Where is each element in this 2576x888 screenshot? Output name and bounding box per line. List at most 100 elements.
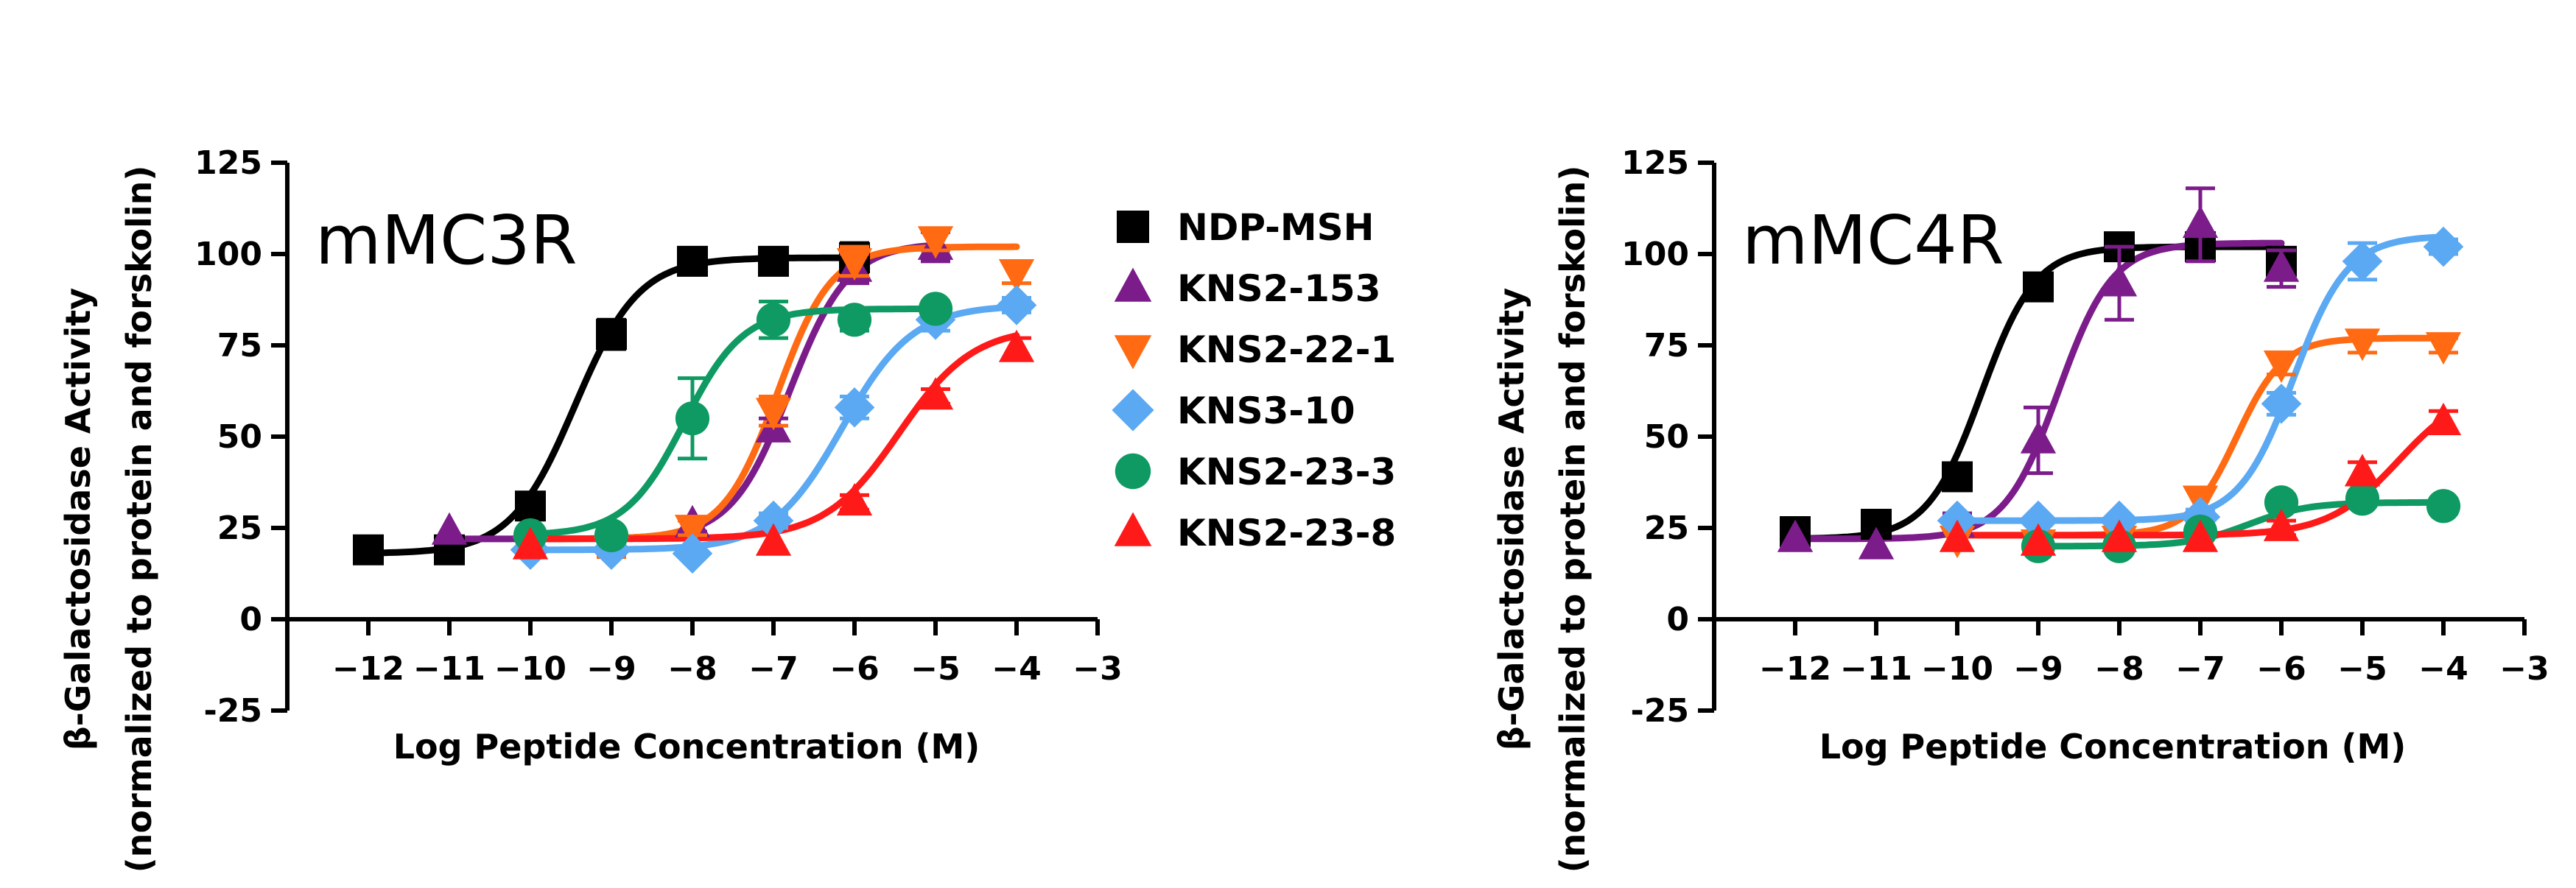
legend-symbol bbox=[1114, 512, 1152, 546]
panel-title: mMC3R bbox=[315, 201, 578, 280]
data-point bbox=[2020, 523, 2057, 556]
data-point bbox=[2344, 328, 2381, 362]
x-tick-label: −3 bbox=[2499, 650, 2549, 688]
data-point bbox=[2261, 384, 2302, 424]
x-tick-label: −9 bbox=[2013, 650, 2063, 688]
legend-item: NDP-MSH bbox=[1117, 206, 1374, 249]
data-points bbox=[1777, 186, 2464, 563]
x-tick-label: −6 bbox=[829, 650, 879, 688]
y-tick-label: 125 bbox=[194, 144, 262, 182]
legend-marker bbox=[1117, 211, 1149, 243]
legend-marker bbox=[1115, 453, 1151, 490]
panel-title: mMC4R bbox=[1742, 201, 2004, 280]
x-tick-label: −5 bbox=[2337, 650, 2387, 688]
y-tick-label: 75 bbox=[217, 327, 262, 364]
y-tick-label: 100 bbox=[194, 236, 262, 273]
y-tick-label: 0 bbox=[239, 601, 262, 638]
legend-label: NDP-MSH bbox=[1177, 206, 1374, 249]
data-point bbox=[917, 226, 954, 259]
x-tick-label: −10 bbox=[1921, 650, 1993, 688]
x-tick-label: −6 bbox=[2256, 650, 2306, 688]
data-point bbox=[675, 401, 710, 436]
panel-mmc3r: mMC3R β-Galactosidase Activity (normaliz… bbox=[58, 144, 1123, 873]
x-tick-label: −12 bbox=[1759, 650, 1831, 688]
data-point bbox=[2182, 205, 2219, 239]
data-point bbox=[753, 500, 794, 541]
data-point bbox=[2345, 482, 2380, 516]
legend-symbol bbox=[1115, 453, 1151, 490]
data-point bbox=[2426, 489, 2461, 524]
legend-label: KNS2-23-8 bbox=[1177, 512, 1396, 554]
y-tick-label: 0 bbox=[1666, 601, 1689, 638]
y-tick-label: 50 bbox=[1644, 418, 1689, 456]
legend-marker bbox=[1112, 389, 1154, 431]
data-point bbox=[998, 329, 1035, 362]
legend-item: KNS2-23-3 bbox=[1115, 451, 1396, 493]
data-point bbox=[756, 303, 791, 337]
data-point bbox=[996, 285, 1037, 325]
y-axis-subtitle: (normalized to protein and forskolin) bbox=[119, 166, 159, 873]
x-tick-label: −10 bbox=[494, 650, 566, 688]
x-tick-label: −7 bbox=[748, 650, 798, 688]
y-axis-title-line1: β-Galactosidase Activity bbox=[1492, 288, 1531, 751]
data-point bbox=[2425, 402, 2462, 436]
legend: NDP-MSH KNS2-153 KNS2-22-1 KNS3-10 KNS2-… bbox=[1112, 206, 1396, 554]
y-axis-title-line2: (normalized to protein and forskolin) bbox=[1553, 166, 1593, 873]
legend-item: KNS2-23-8 bbox=[1114, 512, 1396, 554]
legend-label: KNS2-23-3 bbox=[1177, 451, 1396, 493]
legend-marker bbox=[1114, 512, 1152, 546]
data-point bbox=[998, 258, 1035, 292]
data-point bbox=[672, 533, 713, 574]
x-axis-title: Log Peptide Concentration (M) bbox=[393, 727, 980, 767]
axes: -25 0 25 50 75 100 125 −12 −11 −10 −9 −8 −7 −6 −5 −4 −3 bbox=[194, 144, 1123, 730]
data-point bbox=[2101, 519, 2138, 552]
data-point bbox=[2344, 454, 2381, 487]
x-tick-label: −4 bbox=[992, 650, 1041, 688]
x-tick-label: −11 bbox=[1840, 650, 1912, 688]
x-tick-label: −12 bbox=[332, 650, 404, 688]
legend-symbol bbox=[1114, 335, 1152, 370]
data-point bbox=[2264, 485, 2299, 520]
data-point bbox=[1858, 526, 1895, 560]
x-tick-label: −7 bbox=[2175, 650, 2225, 688]
panel-mmc4r: mMC4R β-Galactosidase Activity (normaliz… bbox=[1492, 144, 2549, 873]
legend-item: KNS2-153 bbox=[1114, 267, 1381, 310]
data-point bbox=[1939, 519, 1976, 552]
data-point bbox=[836, 248, 873, 281]
legend-symbol bbox=[1114, 267, 1152, 302]
data-point bbox=[755, 398, 792, 431]
data-point bbox=[596, 319, 627, 350]
legend-marker bbox=[1114, 267, 1152, 302]
data-point bbox=[834, 387, 875, 428]
data-point bbox=[2023, 271, 2054, 303]
data-point bbox=[2425, 332, 2462, 365]
data-point bbox=[677, 245, 708, 277]
legend-symbol bbox=[1112, 389, 1154, 431]
data-point bbox=[837, 303, 872, 337]
data-point bbox=[2182, 519, 2219, 552]
legend-label: KNS3-10 bbox=[1177, 390, 1355, 432]
y-axis-subtitle: (normalized to protein and forskolin) bbox=[1553, 166, 1593, 873]
x-tick-label: −8 bbox=[2094, 650, 2144, 688]
data-point bbox=[2263, 249, 2300, 282]
data-point bbox=[2018, 500, 2059, 541]
legend-label: KNS2-153 bbox=[1177, 267, 1381, 310]
y-tick-label: 25 bbox=[217, 510, 262, 547]
x-tick-label: −3 bbox=[1073, 650, 1122, 688]
data-point bbox=[431, 512, 468, 545]
x-tick-label: −8 bbox=[667, 650, 717, 688]
y-axis-title: β-Galactosidase Activity bbox=[1492, 288, 1531, 751]
data-point bbox=[755, 523, 792, 556]
x-tick-label: −11 bbox=[413, 650, 485, 688]
data-point bbox=[2101, 264, 2138, 297]
y-axis-title-line1: β-Galactosidase Activity bbox=[58, 288, 98, 751]
y-tick-label: 25 bbox=[1644, 510, 1689, 547]
legend-symbol bbox=[1117, 211, 1149, 243]
data-point bbox=[836, 483, 873, 516]
y-axis-title-line2: (normalized to protein and forskolin) bbox=[119, 166, 159, 873]
x-tick-label: −4 bbox=[2418, 650, 2468, 688]
data-point bbox=[1942, 461, 1973, 493]
y-tick-label: 75 bbox=[1644, 327, 1689, 364]
y-tick-label: -25 bbox=[1631, 692, 1690, 730]
